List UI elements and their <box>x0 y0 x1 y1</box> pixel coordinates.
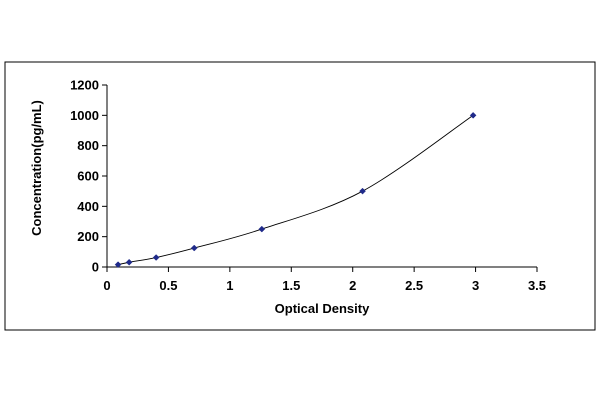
y-tick-label: 200 <box>77 229 99 244</box>
x-axis-title: Optical Density <box>275 301 370 316</box>
data-point <box>152 254 160 261</box>
y-axis-title: Concentration(pg/mL) <box>29 100 44 236</box>
axes: 0 200 400 600 800 1000 1200 0 0.5 1 1.5 2 2.5 3 3.5 <box>70 78 546 294</box>
x-tick-label: 3 <box>472 278 479 293</box>
x-tick-label: 2.5 <box>405 278 423 293</box>
x-tick-label: 1 <box>226 278 233 293</box>
y-tick-label: 400 <box>77 199 99 214</box>
x-tick-label: 1.5 <box>282 278 300 293</box>
x-tick-label: 0 <box>103 278 110 293</box>
data-point <box>359 187 366 195</box>
y-tick-label: 800 <box>77 138 99 153</box>
data-points-layer <box>114 111 477 268</box>
y-tick-label: 0 <box>92 260 99 275</box>
x-tick-label: 2 <box>349 278 356 293</box>
data-point <box>258 225 266 233</box>
data-point <box>190 244 198 252</box>
data-point <box>469 111 477 119</box>
x-tick-label: 3.5 <box>528 278 546 293</box>
y-tick-label: 1200 <box>70 78 99 93</box>
x-tick-label: 0.5 <box>159 278 177 293</box>
y-tick-label: 600 <box>77 169 99 184</box>
y-tick-label: 1000 <box>70 108 99 123</box>
data-point <box>125 258 133 266</box>
data-point <box>114 261 122 268</box>
chart-frame <box>4 61 596 331</box>
